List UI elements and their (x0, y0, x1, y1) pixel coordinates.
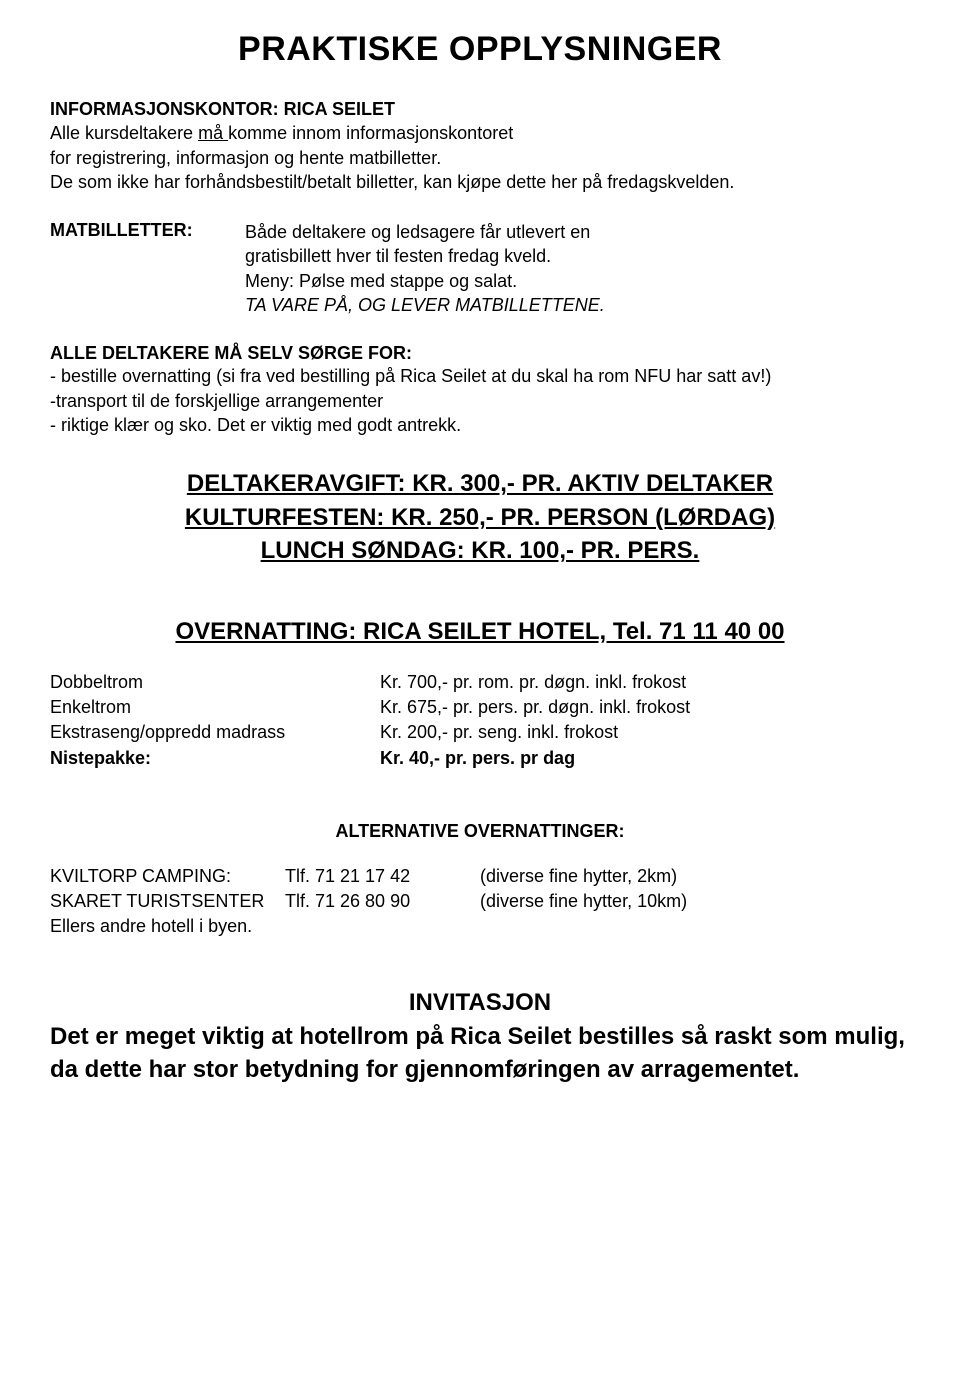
room-price: Kr. 200,- pr. seng. inkl. frokost (380, 720, 618, 745)
alt-footer: Ellers andre hotell i byen. (50, 914, 910, 939)
room-label: Ekstraseng/oppredd madrass (50, 720, 380, 745)
alternative-heading: ALTERNATIVE OVERNATTINGER: (50, 821, 910, 842)
room-label: Nistepakke: (50, 746, 380, 771)
room-row: Ekstraseng/oppredd madrassKr. 200,- pr. … (50, 720, 910, 745)
alt-row: SKARET TURISTSENTERTlf. 71 26 80 90(dive… (50, 889, 910, 914)
intro-text-part-b: komme innom informasjonskontoret (228, 123, 513, 143)
alt-desc: (diverse fine hytter, 2km) (480, 864, 677, 889)
matbilletter-line2: gratisbillett hver til festen fredag kve… (245, 244, 605, 268)
alt-row: KVILTORP CAMPING:Tlf. 71 21 17 42(divers… (50, 864, 910, 889)
pricing-line1: DELTAKERAVGIFT: KR. 300,- PR. AKTIV DELT… (50, 467, 910, 501)
alle-deltakere-heading: ALLE DELTAKERE MÅ SELV SØRGE FOR: (50, 343, 910, 364)
matbilletter-line3: Meny: Pølse med stappe og salat. (245, 269, 605, 293)
alternative-table: KVILTORP CAMPING:Tlf. 71 21 17 42(divers… (50, 864, 910, 940)
alt-phone: Tlf. 71 26 80 90 (285, 889, 480, 914)
alt-desc: (diverse fine hytter, 10km) (480, 889, 687, 914)
matbilletter-content: Både deltakere og ledsagere får utlevert… (245, 220, 605, 317)
pricing-line2: KULTURFESTEN: KR. 250,- PR. PERSON (LØRD… (50, 501, 910, 535)
room-table: DobbeltromKr. 700,- pr. rom. pr. døgn. i… (50, 670, 910, 771)
page-title: PRAKTISKE OPPLYSNINGER (50, 30, 910, 69)
matbilletter-label: MATBILLETTER: (50, 220, 245, 317)
alt-phone: Tlf. 71 21 17 42 (285, 864, 480, 889)
room-price: Kr. 700,- pr. rom. pr. døgn. inkl. froko… (380, 670, 686, 695)
matbilletter-line1: Både deltakere og ledsagere får utlevert… (245, 220, 605, 244)
matbilletter-line4: TA VARE PÅ, OG LEVER MATBILLETTENE. (245, 293, 605, 317)
intro-line2: for registrering, informasjon og hente m… (50, 146, 910, 170)
pricing-section: DELTAKERAVGIFT: KR. 300,- PR. AKTIV DELT… (50, 467, 910, 568)
intro-text-underline: må (198, 123, 228, 143)
alle-deltakere-item1: - bestille overnatting (si fra ved besti… (50, 364, 910, 388)
intro-heading: INFORMASJONSKONTOR: RICA SEILET (50, 99, 395, 119)
alle-deltakere-section: ALLE DELTAKERE MÅ SELV SØRGE FOR: - best… (50, 343, 910, 437)
invitasjon-heading: INVITASJON (50, 989, 910, 1017)
alle-deltakere-item2: -transport til de forskjellige arrangeme… (50, 389, 910, 413)
room-price: Kr. 40,- pr. pers. pr dag (380, 746, 575, 771)
matbilletter-section: MATBILLETTER: Både deltakere og ledsager… (50, 220, 910, 317)
room-label: Enkeltrom (50, 695, 380, 720)
alt-label: SKARET TURISTSENTER (50, 889, 285, 914)
overnatting-heading: OVERNATTING: RICA SEILET HOTEL, Tel. 71 … (50, 618, 910, 646)
invitasjon-text: Det er meget viktig at hotellrom på Rica… (50, 1021, 910, 1086)
pricing-line3: LUNCH SØNDAG: KR. 100,- PR. PERS. (50, 534, 910, 568)
intro-line3: De som ikke har forhåndsbestilt/betalt b… (50, 170, 910, 194)
room-row: Nistepakke:Kr. 40,- pr. pers. pr dag (50, 746, 910, 771)
room-row: DobbeltromKr. 700,- pr. rom. pr. døgn. i… (50, 670, 910, 695)
alle-deltakere-item3: - riktige klær og sko. Det er viktig med… (50, 413, 910, 437)
room-row: EnkeltromKr. 675,- pr. pers. pr. døgn. i… (50, 695, 910, 720)
room-price: Kr. 675,- pr. pers. pr. døgn. inkl. frok… (380, 695, 690, 720)
alt-label: KVILTORP CAMPING: (50, 864, 285, 889)
intro-text-part-a: Alle kursdeltakere (50, 123, 198, 143)
room-label: Dobbeltrom (50, 670, 380, 695)
intro-section: INFORMASJONSKONTOR: RICA SEILET Alle kur… (50, 97, 910, 194)
